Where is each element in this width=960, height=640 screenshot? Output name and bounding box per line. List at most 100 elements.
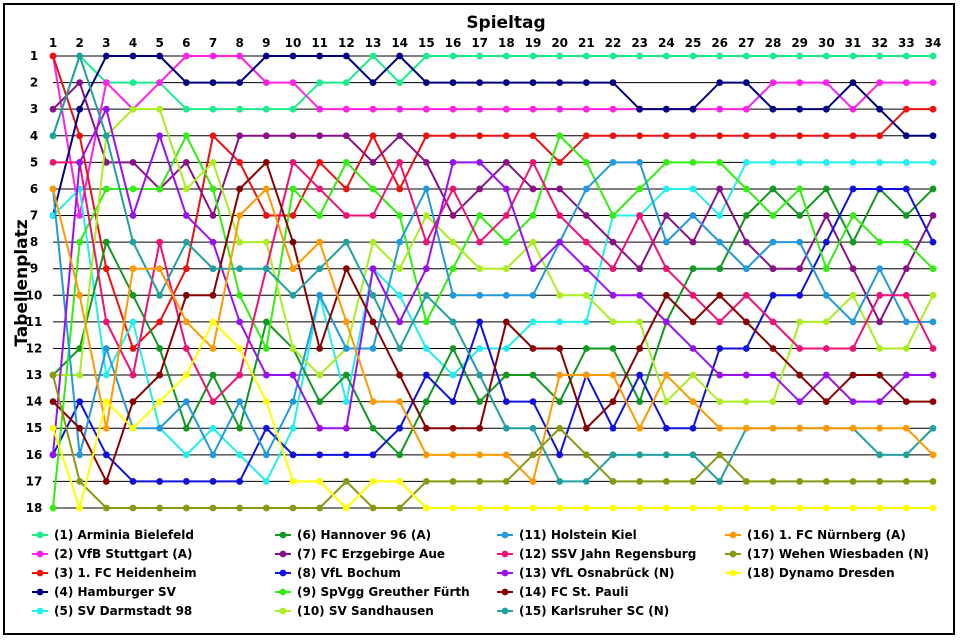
- data-point: [849, 185, 857, 193]
- data-point: [769, 52, 777, 60]
- data-point: [716, 238, 724, 246]
- data-point: [49, 158, 57, 166]
- x-tick-labels: 1 2 3 4 5 6 7 8 9 10 11 12 13 14 15 16 17 18 19 20 21 22 23 24 2…: [49, 36, 942, 50]
- data-point: [529, 105, 537, 113]
- x-tick-label: 32: [871, 36, 888, 50]
- data-point: [902, 504, 910, 512]
- data-point: [582, 478, 590, 485]
- data-point: [796, 79, 804, 86]
- data-point: [609, 291, 617, 299]
- data-point: [662, 105, 670, 113]
- data-point: [929, 185, 937, 193]
- data-point: [396, 158, 404, 166]
- y-tick-label: 7: [30, 209, 38, 223]
- data-point: [76, 345, 84, 352]
- data-point: [796, 424, 804, 432]
- legend-swatch-marker: [501, 569, 509, 577]
- data-point: [396, 52, 404, 60]
- data-point: [662, 478, 670, 485]
- data-point: [49, 132, 57, 140]
- data-point: [636, 158, 644, 166]
- data-point: [396, 451, 404, 459]
- legend-swatch-marker: [279, 531, 287, 539]
- data-point: [369, 132, 377, 140]
- data-point: [796, 105, 804, 113]
- data-point: [129, 265, 137, 273]
- data-point: [476, 291, 484, 299]
- data-point: [236, 371, 244, 379]
- data-point: [582, 79, 590, 86]
- legend-swatch-marker: [729, 550, 737, 558]
- data-point: [582, 158, 590, 166]
- data-point: [636, 265, 644, 273]
- data-point: [182, 398, 190, 406]
- data-point: [316, 79, 324, 86]
- data-point: [342, 158, 350, 166]
- data-point: [102, 265, 110, 273]
- data-point: [796, 478, 804, 485]
- data-point: [102, 79, 110, 86]
- legend-item: (13) VfL Osnabrück (N): [497, 566, 675, 580]
- data-point: [929, 504, 937, 512]
- data-point: [262, 238, 270, 246]
- data-point: [236, 52, 244, 60]
- data-point: [716, 398, 724, 406]
- data-point: [156, 345, 164, 352]
- data-point: [556, 52, 564, 60]
- data-point: [76, 424, 84, 432]
- data-point: [422, 238, 430, 246]
- data-point: [209, 504, 217, 512]
- data-point: [609, 79, 617, 86]
- data-point: [342, 345, 350, 352]
- series-group: [49, 158, 937, 485]
- data-point: [236, 478, 244, 485]
- data-point: [609, 105, 617, 113]
- data-point: [529, 478, 537, 485]
- data-point: [289, 398, 297, 406]
- data-point: [716, 212, 724, 219]
- data-point: [849, 158, 857, 166]
- x-tick-label: 28: [765, 36, 782, 50]
- data-point: [422, 212, 430, 219]
- data-point: [662, 291, 670, 299]
- data-point: [262, 185, 270, 193]
- data-point: [156, 424, 164, 432]
- x-tick-label: 16: [445, 36, 462, 50]
- data-point: [876, 105, 884, 113]
- data-point: [742, 238, 750, 246]
- data-point: [716, 371, 724, 379]
- data-point: [609, 504, 617, 512]
- data-point: [476, 371, 484, 379]
- data-point: [662, 212, 670, 219]
- data-point: [369, 79, 377, 86]
- data-point: [769, 398, 777, 406]
- data-point: [182, 424, 190, 432]
- data-point: [636, 371, 644, 379]
- data-point: [876, 291, 884, 299]
- data-point: [822, 105, 830, 113]
- series-line: [52, 187, 934, 484]
- data-point: [502, 265, 510, 273]
- data-point: [289, 238, 297, 246]
- data-point: [716, 105, 724, 113]
- data-point: [742, 105, 750, 113]
- data-point: [236, 451, 244, 459]
- data-point: [236, 318, 244, 326]
- y-tick-label: 15: [26, 421, 43, 435]
- data-point: [929, 398, 937, 406]
- data-point: [369, 451, 377, 459]
- legend-label: (7) FC Erzgebirge Aue: [297, 547, 445, 561]
- data-point: [476, 105, 484, 113]
- data-point: [822, 398, 830, 406]
- y-tick-label: 11: [26, 315, 43, 329]
- data-point: [582, 105, 590, 113]
- data-point: [716, 504, 724, 512]
- data-point: [662, 185, 670, 193]
- data-point: [289, 265, 297, 273]
- data-point: [422, 265, 430, 273]
- legend-label: (18) Dynamo Dresden: [747, 566, 895, 580]
- data-point: [316, 185, 324, 193]
- data-point: [369, 478, 377, 485]
- data-point: [262, 158, 270, 166]
- legend-label: (2) VfB Stuttgart (A): [54, 547, 193, 561]
